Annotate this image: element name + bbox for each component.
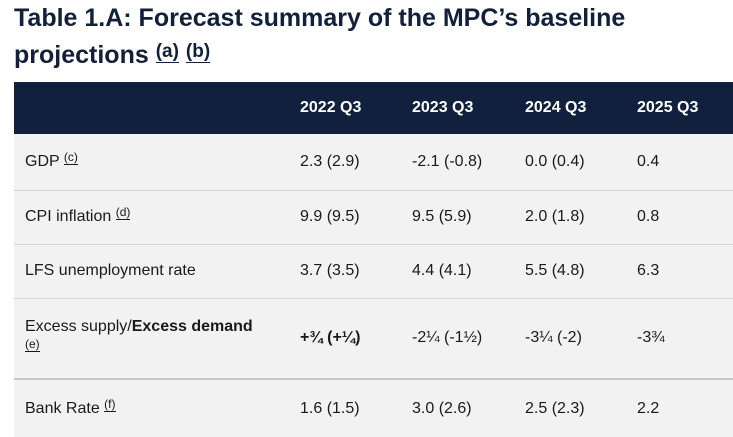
title-line-2: projections (14, 41, 149, 69)
row-label-text: Bank Rate (25, 399, 100, 417)
cell: 2.2 (637, 399, 660, 417)
cell: 3.7 (3.5) (300, 262, 360, 279)
cell: 4.4 (4.1) (412, 262, 472, 279)
footnote-c-link[interactable]: (c) (63, 149, 78, 165)
cell: -2.1 (-0.8) (412, 152, 483, 170)
header-2022-q3: 2022 Q3 (300, 99, 362, 116)
table-title: Table 1.A: Forecast summary of the MPC’s… (14, 0, 714, 74)
table-row: CPI inflation (d) 9.9 (9.5) 9.5 (5.9) 2.… (14, 190, 733, 244)
cell: 0.0 (0.4) (525, 152, 585, 170)
cell: +¾ (+¼) (300, 329, 361, 347)
row-label-text: GDP (25, 152, 60, 170)
footnote-e-link[interactable]: (e) (25, 337, 40, 353)
row-label: CPI inflation (d) (14, 190, 300, 244)
row-label: Excess supply/Excess demand (e) (14, 298, 300, 379)
row-label: LFS unemployment rate (14, 244, 300, 298)
cell: 5.5 (4.8) (525, 262, 585, 279)
row-label-text: LFS unemployment rate (25, 262, 196, 279)
row-label: Bank Rate (f) (14, 379, 300, 437)
title-note-a-link[interactable]: (a) (155, 41, 179, 63)
cell: 2.0 (1.8) (525, 208, 585, 225)
cell: 2.5 (2.3) (525, 399, 585, 417)
cell: -3¼ (-2) (525, 329, 582, 347)
header-2025-q3: 2025 Q3 (637, 99, 699, 116)
cell: 9.5 (5.9) (412, 208, 472, 225)
forecast-table: 2022 Q3 2023 Q3 2024 Q3 2025 Q3 GDP (c) … (14, 82, 733, 437)
table-row: Excess supply/Excess demand (e) +¾ (+¼) … (14, 298, 733, 379)
footnote-d-link[interactable]: (d) (115, 205, 131, 220)
header-2024-q3: 2024 Q3 (525, 99, 587, 116)
row-label-text: Excess supply/ (25, 318, 132, 336)
row-label: GDP (c) (14, 134, 300, 190)
cell: -2¼ (-1½) (412, 329, 483, 347)
row-label-text: CPI inflation (25, 208, 112, 225)
title-line-1: Table 1.A: Forecast summary of the MPC’s… (14, 4, 626, 32)
table-row: LFS unemployment rate 3.7 (3.5) 4.4 (4.1… (14, 244, 733, 298)
cell: 9.9 (9.5) (300, 208, 360, 225)
row-label-bold: Excess demand (131, 318, 253, 336)
cell: 0.4 (637, 152, 660, 170)
cell: 0.8 (637, 208, 660, 225)
cell: 6.3 (637, 262, 660, 279)
cell: -3¾ (637, 329, 665, 347)
table-row: Bank Rate (f) 1.6 (1.5) 3.0 (2.6) 2.5 (2… (14, 379, 733, 437)
cell: 2.3 (2.9) (300, 152, 360, 170)
cell: 1.6 (1.5) (300, 399, 360, 417)
header-2023-q3: 2023 Q3 (412, 99, 474, 116)
table-row: GDP (c) 2.3 (2.9) -2.1 (-0.8) 0.0 (0.4) … (14, 134, 733, 190)
title-note-b-link[interactable]: (b) (185, 41, 211, 63)
cell: 3.0 (2.6) (412, 399, 472, 417)
footnote-f-link[interactable]: (f) (104, 396, 116, 412)
header-blank (14, 82, 300, 134)
table-header-row: 2022 Q3 2023 Q3 2024 Q3 2025 Q3 (14, 82, 733, 134)
